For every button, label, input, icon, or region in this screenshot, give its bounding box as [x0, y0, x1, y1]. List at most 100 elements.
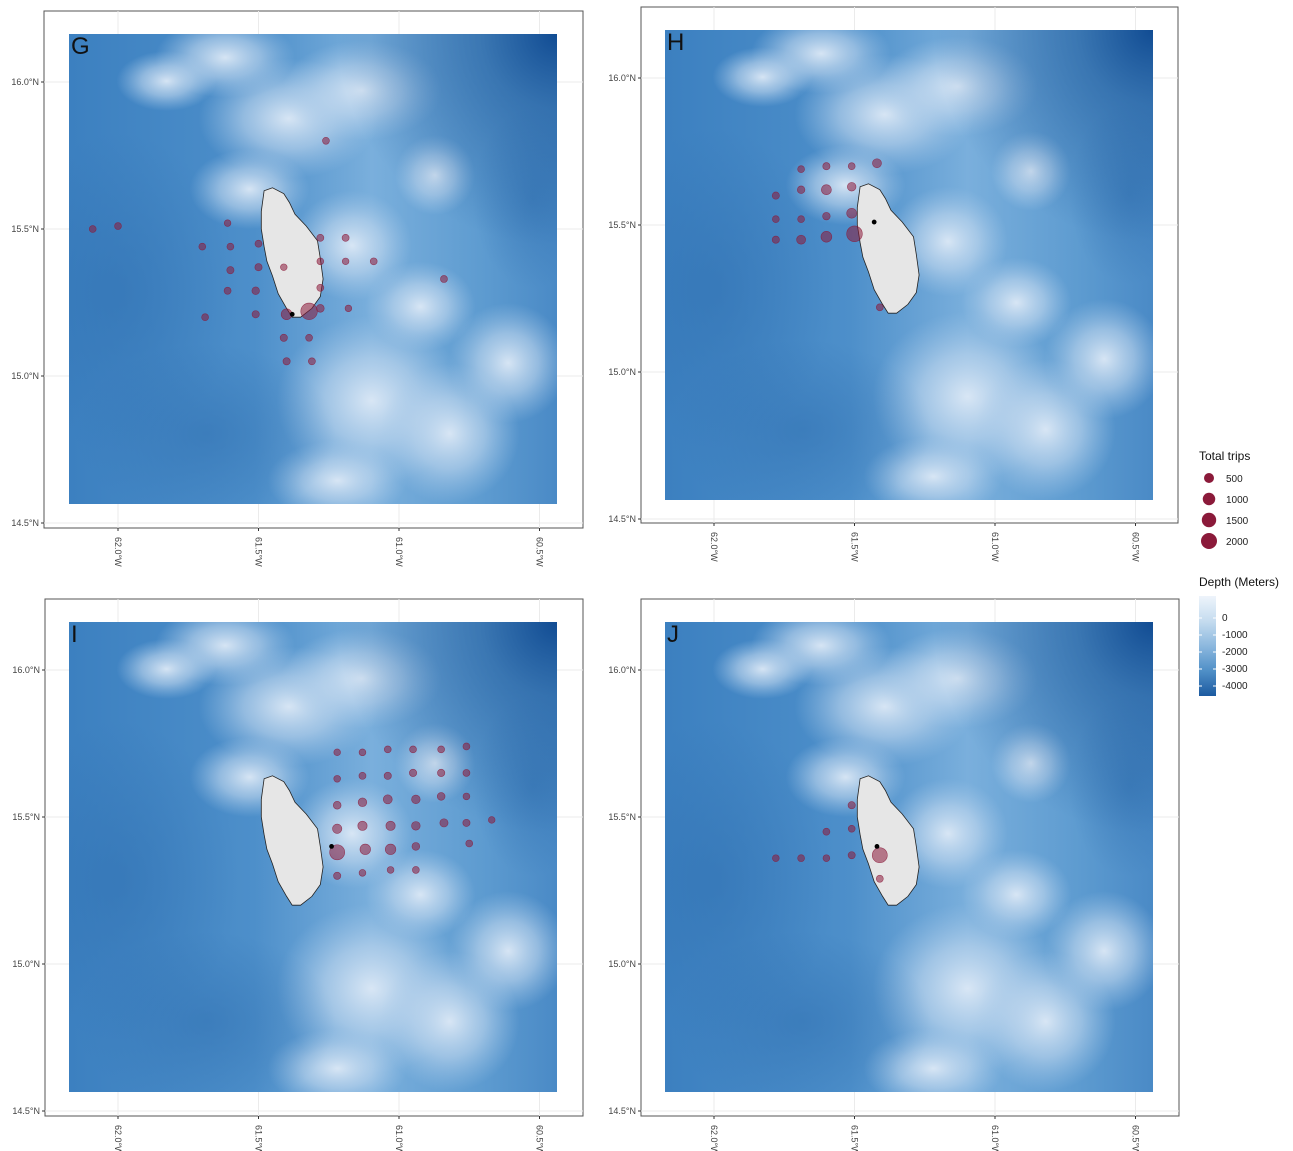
trip-point — [383, 745, 392, 754]
trip-point — [316, 257, 325, 266]
trip-point — [282, 357, 291, 366]
bathymetry-raster — [69, 622, 557, 1092]
legend-size-title: Total trips — [1199, 449, 1250, 463]
y-tick-label: 14.5°N — [11, 518, 39, 528]
trip-point — [114, 222, 122, 230]
trip-point — [316, 233, 325, 242]
island-dominica — [856, 183, 920, 314]
trip-point — [875, 874, 884, 883]
x-tick-label: 61.5°W — [254, 1125, 264, 1151]
trip-point — [871, 847, 888, 864]
trip-point — [382, 794, 393, 805]
trip-point — [223, 286, 232, 295]
depth-legend-label: -4000 — [1222, 681, 1248, 692]
trip-point — [333, 871, 342, 880]
trip-point — [357, 820, 368, 831]
trip-point — [385, 820, 396, 831]
map-panel-G: G 16.0°N 15.5°N 15.0°N 14.5°N 62.0°W 61.5°W 61.… — [11, 10, 584, 567]
depth-legend: 0 -1000 -2000 -3000 -4000 — [1199, 596, 1248, 696]
size-legend-key — [1202, 492, 1216, 506]
trip-point — [797, 185, 806, 194]
landing-site — [874, 844, 880, 849]
trip-point — [847, 824, 856, 833]
y-tick-label: 16.0°N — [11, 77, 39, 87]
x-tick-label: 61.5°W — [254, 537, 264, 567]
bathymetry-raster — [665, 622, 1153, 1092]
trip-point — [332, 823, 343, 834]
panel-label: J — [667, 621, 679, 648]
x-tick-label: 61.5°W — [850, 532, 860, 562]
landing-site — [871, 219, 877, 225]
trip-point — [439, 818, 449, 828]
depth-legend-label: -3000 — [1222, 664, 1248, 675]
x-tick-label: 62.0°W — [113, 1125, 123, 1151]
y-tick-label: 15.0°N — [608, 367, 636, 377]
trip-point — [436, 792, 446, 801]
trip-point — [465, 839, 474, 848]
trip-point — [305, 334, 313, 342]
island-dominica — [856, 775, 920, 906]
trip-point — [280, 263, 288, 271]
depth-colorbar — [1199, 596, 1216, 696]
trip-point — [88, 225, 97, 233]
trip-point — [386, 866, 395, 874]
y-tick-label: 15.0°N — [608, 959, 636, 969]
trip-point — [462, 769, 471, 777]
trip-point — [409, 745, 417, 754]
x-tick-label: 61.0°W — [394, 1125, 404, 1151]
size-legend: 500 1000 1500 2000 — [1201, 473, 1249, 549]
x-tick-label: 60.5°W — [1131, 1125, 1141, 1151]
trip-point — [847, 162, 856, 170]
trip-point — [332, 801, 342, 810]
x-tick-label: 62.0°W — [709, 532, 719, 562]
trip-point — [872, 158, 882, 169]
trip-point — [226, 266, 235, 275]
trip-point — [488, 816, 496, 824]
y-tick-label: 16.0°N — [608, 73, 636, 83]
trip-point — [822, 162, 831, 171]
trip-point — [771, 235, 780, 244]
trip-point — [437, 768, 446, 777]
y-tick-label: 16.0°N — [608, 665, 636, 675]
trip-point — [333, 748, 341, 756]
trip-point — [251, 286, 260, 295]
trip-point — [198, 242, 207, 251]
trip-point — [412, 866, 420, 874]
trip-point — [300, 302, 318, 320]
trip-point — [437, 745, 445, 754]
trip-point — [797, 165, 805, 173]
x-tick-label: 61.0°W — [990, 532, 1000, 562]
y-tick-label: 15.5°N — [608, 812, 636, 822]
size-legend-key — [1201, 533, 1217, 549]
trip-point — [358, 748, 367, 757]
y-tick-label: 15.0°N — [11, 371, 39, 381]
trip-point — [876, 303, 884, 312]
trip-point — [846, 207, 857, 219]
trip-point — [462, 742, 471, 751]
trip-point — [411, 842, 421, 851]
y-tick-label: 15.5°N — [11, 224, 39, 234]
y-tick-label: 14.5°N — [608, 1106, 636, 1116]
trip-point — [772, 854, 780, 862]
trip-point — [322, 137, 330, 145]
trip-point — [409, 768, 418, 777]
trip-point — [796, 234, 806, 245]
trip-point — [369, 257, 378, 266]
trip-point — [333, 775, 341, 783]
y-tick-label: 14.5°N — [608, 514, 636, 524]
trip-point — [771, 191, 780, 200]
trip-point — [411, 794, 421, 804]
size-legend-key — [1201, 512, 1217, 528]
trip-point — [251, 310, 260, 319]
trip-point — [821, 184, 832, 196]
trip-point — [383, 771, 392, 780]
size-legend-label: 500 — [1226, 474, 1243, 485]
trip-point — [344, 304, 353, 313]
y-tick-label: 15.5°N — [12, 812, 40, 822]
trip-point — [797, 854, 805, 862]
y-tick-label: 15.5°N — [608, 220, 636, 230]
x-tick-label: 60.5°W — [1131, 532, 1141, 562]
trip-point — [847, 182, 857, 192]
panel-label: I — [71, 621, 78, 648]
trip-point — [797, 215, 805, 223]
